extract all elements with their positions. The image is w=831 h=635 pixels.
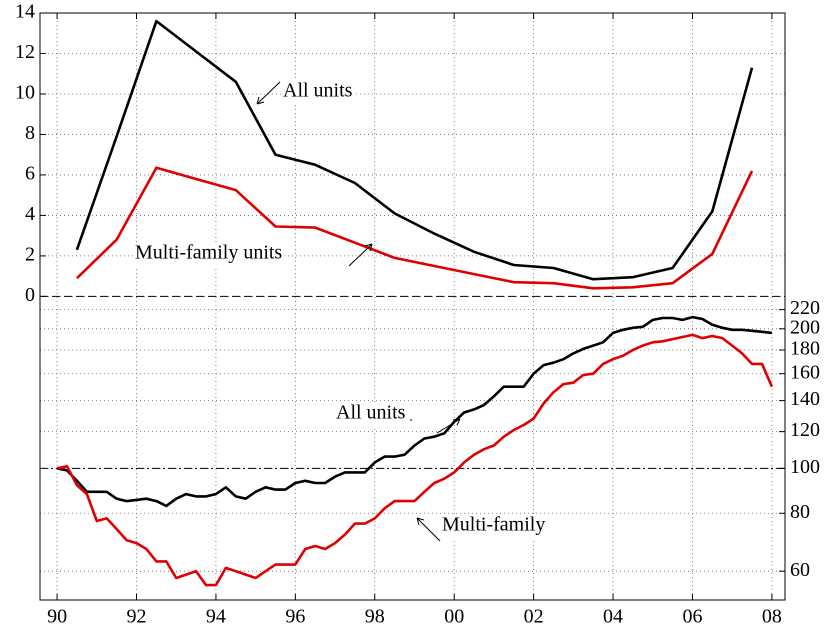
x-tick-label: 02 <box>524 606 544 628</box>
y-tick-label: 10 <box>15 82 35 104</box>
y-tick-label: 12 <box>15 41 35 63</box>
x-tick-label: 00 <box>444 606 464 628</box>
x-tick-label: 90 <box>47 606 67 628</box>
x-tick-label: 96 <box>285 606 305 628</box>
series-line <box>75 19 754 281</box>
x-tick-label: 04 <box>603 606 623 628</box>
annotation-bg <box>133 242 285 266</box>
y2-tick-label: 220 <box>790 297 820 319</box>
y2-tick-label: 80 <box>790 501 810 523</box>
y-tick-label: 6 <box>25 163 35 185</box>
x-tick-label: 98 <box>365 606 385 628</box>
x-tick-label: 06 <box>682 606 702 628</box>
x-tick-label: 08 <box>762 606 782 628</box>
series-line <box>56 315 773 508</box>
y2-tick-label: 60 <box>790 559 810 581</box>
annotation-bg <box>334 402 408 426</box>
annotation: Multi-family <box>442 514 545 536</box>
annotation-bg <box>440 514 548 538</box>
y2-tick-label: 200 <box>790 316 820 338</box>
y2-tick-label: 120 <box>790 419 820 441</box>
y2-tick-label: 160 <box>790 361 820 383</box>
annotation-arrows <box>256 81 461 542</box>
y2-tick-label: 180 <box>790 338 820 360</box>
y-tick-label: 4 <box>25 203 35 225</box>
x-tick-label: 92 <box>127 606 147 628</box>
x-tick-label: 94 <box>206 606 226 628</box>
series-line <box>56 333 774 587</box>
annotation-bg <box>281 80 355 104</box>
annotation: All units <box>283 80 353 102</box>
series-line <box>75 166 754 290</box>
annotation: All units <box>336 402 406 424</box>
y-tick-label: 8 <box>25 122 35 144</box>
y2-tick-label: 140 <box>790 388 820 410</box>
y2-tick-label: 100 <box>790 456 820 478</box>
annotation: Multi-family units <box>135 242 282 264</box>
y-tick-label: 14 <box>15 1 35 23</box>
y-tick-label: 2 <box>25 243 35 265</box>
plot-frame <box>39 12 786 601</box>
plot-layer: 90 92 94 96 98 00 02 04 06 0802468101214608010012… <box>15 1 820 628</box>
y-tick-label: 0 <box>25 284 35 306</box>
